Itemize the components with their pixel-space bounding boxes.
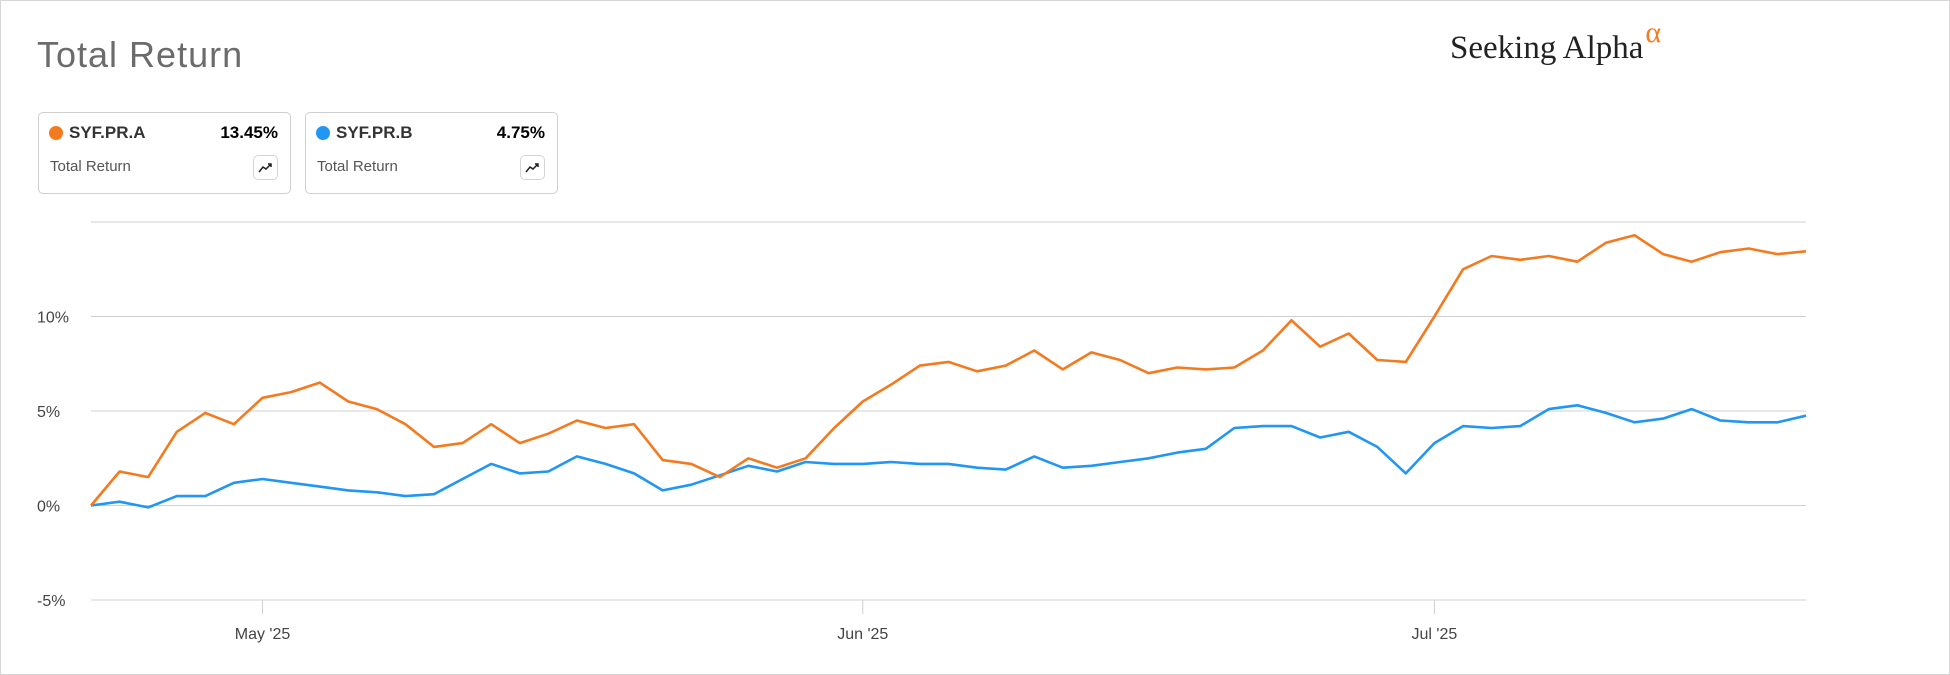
series-color-dot	[49, 126, 63, 140]
series-line-syf-pr-a	[90, 233, 1807, 507]
legend-card-syf-pr-a[interactable]: SYF.PR.A 13.45% Total Return	[38, 112, 291, 194]
series-color-dot	[316, 126, 330, 140]
x-tick-label: May '25	[235, 626, 291, 643]
y-tick-label: 5%	[37, 404, 60, 421]
series-line-syf-pr-b	[90, 403, 1807, 509]
trend-line-icon[interactable]	[520, 155, 545, 180]
y-tick-label: -5%	[37, 593, 65, 610]
card-value: 13.45%	[220, 123, 278, 142]
y-tick-label: 10%	[37, 310, 69, 327]
x-tick-label: Jun '25	[837, 626, 888, 643]
card-metric-label: Total Return	[317, 158, 398, 175]
trend-line-icon[interactable]	[253, 155, 278, 180]
x-tick-label: Jul '25	[1412, 626, 1458, 643]
card-metric-label: Total Return	[50, 158, 131, 175]
card-ticker: SYF.PR.A	[69, 123, 146, 142]
card-value: 4.75%	[496, 123, 545, 142]
alpha-icon: α	[1645, 16, 1662, 49]
page-title: Total Return	[37, 34, 244, 75]
card-ticker: SYF.PR.B	[336, 123, 413, 142]
y-tick-label: 0%	[37, 499, 60, 516]
brand-logo: Seeking Alphaα	[1450, 16, 1661, 67]
legend-card-syf-pr-b[interactable]: SYF.PR.B 4.75% Total Return	[305, 112, 558, 194]
brand-text: Seeking Alpha	[1450, 30, 1644, 66]
